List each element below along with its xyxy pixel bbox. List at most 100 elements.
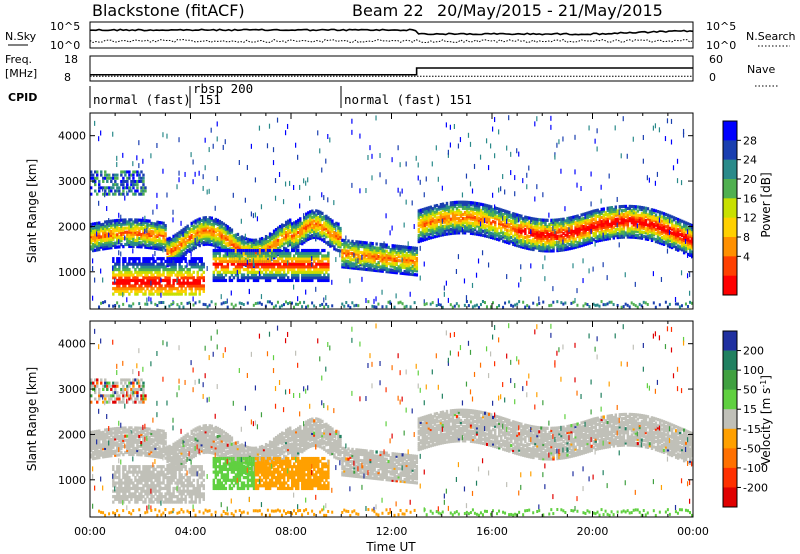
- power-speckle: [576, 182, 578, 188]
- power-cell: [174, 237, 177, 241]
- power-cell: [303, 254, 306, 258]
- power-cell: [268, 265, 272, 269]
- power-cell: [220, 243, 224, 247]
- power-cell: [542, 220, 545, 224]
- power-cell: [240, 257, 244, 261]
- power-cell: [303, 226, 306, 230]
- power-cell: [307, 235, 310, 239]
- power-cell: [204, 220, 207, 224]
- power-speckle: [333, 200, 335, 206]
- power-cell: [188, 284, 191, 288]
- power-speckle: [379, 172, 381, 178]
- power-cell: [453, 231, 457, 235]
- power-cell: [96, 240, 99, 244]
- power-speckle: [311, 261, 313, 267]
- power-cell: [250, 257, 254, 261]
- power-cell: [182, 233, 185, 238]
- power-cell: [409, 268, 412, 272]
- power-cell: [325, 229, 328, 233]
- power-cell: [562, 248, 565, 252]
- power-cell: [158, 241, 161, 245]
- power-cell: [108, 223, 111, 228]
- power-cell: [297, 257, 300, 261]
- power-cell: [180, 259, 183, 264]
- power-cell: [433, 206, 437, 210]
- power-cell: [286, 231, 290, 235]
- power-cell: [96, 173, 99, 177]
- power-cell: [383, 261, 386, 265]
- power-cell: [142, 270, 145, 274]
- power-cell: [568, 228, 571, 232]
- power-near-range: [323, 305, 326, 309]
- power-cell: [333, 247, 336, 251]
- power-speckle: [371, 153, 373, 159]
- power-speckle: [100, 268, 102, 274]
- power-cell: [411, 266, 415, 270]
- power-cell: [172, 281, 175, 285]
- power-cell: [471, 227, 475, 232]
- power-cell: [532, 245, 535, 250]
- power-cell: [194, 241, 197, 245]
- power-cell: [258, 259, 262, 264]
- power-cell: [150, 267, 153, 272]
- power-cell: [182, 252, 185, 256]
- power-cell: [112, 257, 115, 261]
- power-cell: [154, 278, 157, 283]
- power-cell: [572, 244, 575, 248]
- power-cell: [600, 220, 603, 224]
- power-cell: [192, 226, 195, 230]
- power-speckle: [202, 185, 204, 191]
- power-cell: [397, 244, 400, 249]
- power-cell: [184, 270, 187, 274]
- power-cell: [530, 227, 533, 231]
- power-cell: [479, 219, 483, 223]
- power-cell: [180, 267, 183, 272]
- power-cell: [369, 243, 372, 248]
- power-cell: [142, 276, 145, 280]
- power-cell: [128, 220, 131, 224]
- power-cell: [136, 173, 139, 177]
- power-speckle: [437, 298, 439, 304]
- power-cell: [212, 251, 216, 255]
- power-cell: [580, 233, 583, 237]
- power-cell: [94, 240, 97, 244]
- power-cell: [522, 241, 525, 245]
- power-cell: [359, 250, 362, 255]
- power-cell: [150, 270, 153, 274]
- power-cell: [106, 179, 109, 183]
- power-cell: [156, 273, 159, 277]
- power-cell: [508, 210, 511, 215]
- power-cell: [407, 245, 410, 250]
- power-cell: [158, 227, 161, 231]
- power-speckle: [471, 188, 474, 194]
- power-cell: [170, 289, 173, 293]
- power-cell: [487, 204, 491, 208]
- power-near-range: [351, 301, 354, 305]
- power-cell: [333, 237, 336, 241]
- power-cell: [297, 218, 300, 222]
- power-cell: [427, 234, 431, 238]
- power-cell: [132, 244, 135, 249]
- power-cell: [168, 292, 171, 296]
- power-cell: [455, 221, 459, 225]
- power-cell: [407, 258, 410, 262]
- power-cell: [550, 218, 553, 222]
- power-cell: [467, 215, 471, 219]
- power-cell: [158, 276, 161, 280]
- power-speckle: [138, 163, 140, 169]
- power-cell: [538, 246, 541, 250]
- power-cell: [160, 289, 163, 293]
- power-cell: [176, 270, 179, 274]
- power-cell: [317, 215, 320, 220]
- power-cell: [144, 245, 147, 249]
- power-cell: [449, 209, 453, 213]
- power-cell: [226, 267, 230, 272]
- power-cell: [483, 215, 487, 220]
- power-cell: [164, 287, 167, 291]
- power-cell: [156, 224, 159, 228]
- power-cell: [307, 270, 310, 274]
- power-cell: [94, 244, 97, 248]
- power-cell: [220, 239, 224, 243]
- power-cell: [309, 262, 312, 266]
- power-cell: [274, 259, 278, 264]
